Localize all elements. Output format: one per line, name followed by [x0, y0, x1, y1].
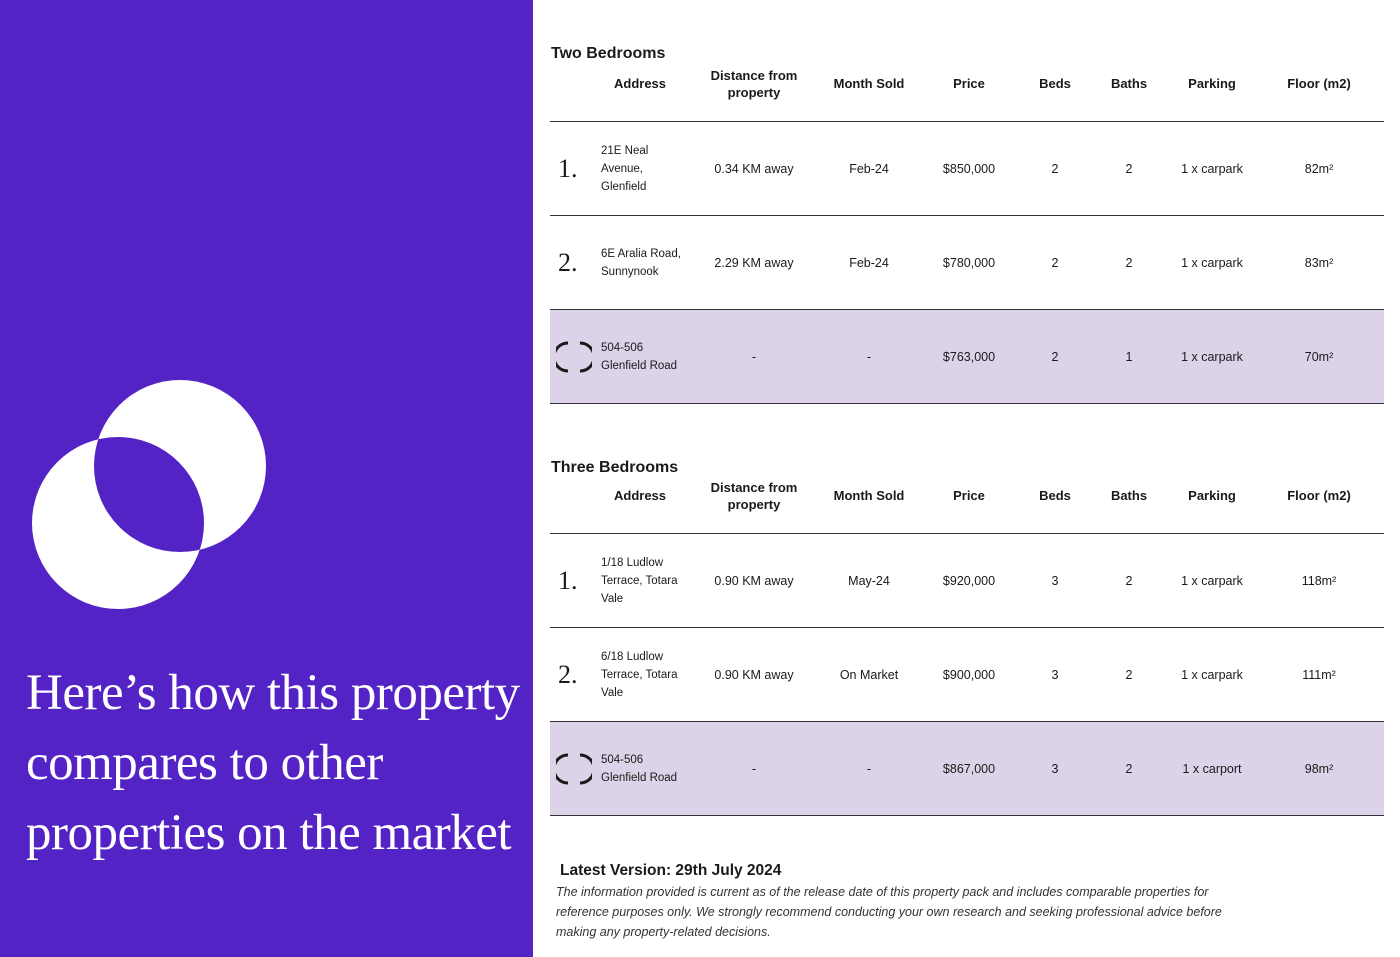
row-floor: 111m² — [1302, 667, 1336, 682]
col-month-sold: Month Sold — [833, 488, 905, 503]
col-distance: Distance from property — [710, 480, 798, 512]
divider — [550, 815, 1384, 816]
col-baths: Baths — [1110, 488, 1148, 503]
row-parking: 1 x carport — [1182, 761, 1242, 776]
row-parking: 1 x carpark — [1181, 255, 1243, 270]
row-floor: 82m² — [1304, 161, 1334, 176]
row-baths: 2 — [1125, 573, 1133, 588]
divider — [550, 533, 1384, 534]
col-parking: Parking — [1188, 488, 1236, 503]
row-distance: 2.29 KM away — [714, 255, 794, 270]
col-beds: Beds — [1039, 488, 1071, 503]
two-bedrooms-title: Two Bedrooms — [551, 45, 666, 62]
row-baths: 2 — [1125, 761, 1133, 776]
table-row: 1. 21E Neal Avenue, Glenfield 0.34 KM aw… — [550, 122, 1384, 215]
row-parking: 1 x carpark — [1181, 667, 1243, 682]
row-beds: 2 — [1051, 349, 1059, 364]
subject-property-marker-icon — [556, 341, 592, 373]
col-address: Address — [613, 488, 667, 503]
row-address: 6E Aralia Road, Sunnynook — [601, 247, 681, 278]
divider — [550, 403, 1384, 404]
subject-property-row: 504-506 Glenfield Road - - $867,000 3 2 … — [550, 722, 1384, 815]
row-distance: - — [751, 761, 757, 776]
row-price: $920,000 — [942, 573, 996, 588]
col-month-sold: Month Sold — [833, 76, 905, 91]
row-parking: 1 x carpark — [1181, 573, 1243, 588]
three-bedrooms-title: Three Bedrooms — [551, 459, 679, 476]
row-parking: 1 x carpark — [1181, 349, 1243, 364]
row-address: 21E Neal Avenue, Glenfield — [601, 144, 649, 193]
row-floor: 70m² — [1304, 349, 1334, 364]
row-floor: 98m² — [1304, 761, 1334, 776]
row-price: $780,000 — [942, 255, 996, 270]
row-month: - — [866, 349, 872, 364]
version-title: Latest Version: 29th July 2024 — [560, 862, 782, 879]
row-beds: 3 — [1051, 761, 1059, 776]
row-price: $763,000 — [942, 349, 996, 364]
row-distance: 0.90 KM away — [714, 667, 794, 682]
row-address: 1/18 Ludlow Terrace, Totara Vale — [601, 556, 678, 605]
divider — [550, 309, 1384, 310]
row-distance: - — [751, 349, 757, 364]
row-number: 1. — [558, 153, 578, 183]
row-beds: 3 — [1051, 667, 1059, 682]
row-baths: 1 — [1125, 349, 1133, 364]
left-panel: Here’s how this property compares to oth… — [0, 0, 533, 957]
row-address: 6/18 Ludlow Terrace, Totara Vale — [601, 650, 678, 699]
row-price: $900,000 — [942, 667, 996, 682]
disclaimer-text: The information provided is current as o… — [556, 885, 1222, 939]
col-parking: Parking — [1188, 76, 1236, 91]
row-beds: 3 — [1051, 573, 1059, 588]
row-baths: 2 — [1125, 161, 1133, 176]
row-month: Feb-24 — [849, 161, 889, 176]
row-floor: 118m² — [1301, 573, 1337, 588]
col-price: Price — [953, 76, 985, 91]
col-floor: Floor (m2) — [1287, 488, 1351, 503]
row-distance: 0.34 KM away — [714, 161, 794, 176]
row-parking: 1 x carpark — [1181, 161, 1243, 176]
subject-property-row: 504-506 Glenfield Road - - $763,000 2 1 … — [550, 310, 1384, 403]
col-distance: Distance from property — [710, 68, 798, 100]
divider — [550, 215, 1384, 216]
row-number: 1. — [558, 565, 578, 595]
divider — [550, 721, 1384, 722]
row-number: 2. — [558, 659, 578, 689]
row-address: 504-506 Glenfield Road — [601, 753, 678, 784]
col-baths: Baths — [1110, 76, 1148, 91]
col-floor: Floor (m2) — [1287, 76, 1351, 91]
row-floor: 83m² — [1304, 255, 1334, 270]
row-price: $867,000 — [942, 761, 996, 776]
table-row: 2. 6/18 Ludlow Terrace, Totara Vale 0.90… — [550, 628, 1384, 721]
col-beds: Beds — [1039, 76, 1071, 91]
divider — [550, 627, 1384, 628]
divider — [550, 121, 1384, 122]
row-price: $850,000 — [942, 161, 996, 176]
col-price: Price — [953, 488, 985, 503]
table-row: 2. 6E Aralia Road, Sunnynook 2.29 KM awa… — [550, 216, 1384, 309]
row-month: - — [866, 761, 872, 776]
row-beds: 2 — [1051, 161, 1059, 176]
table-row: 1. 1/18 Ludlow Terrace, Totara Vale 0.90… — [550, 534, 1384, 627]
row-number: 2. — [558, 247, 578, 277]
row-baths: 2 — [1125, 255, 1133, 270]
overlapping-circles-logo — [32, 380, 266, 609]
row-beds: 2 — [1051, 255, 1059, 270]
col-address: Address — [613, 76, 667, 91]
row-month: On Market — [839, 667, 899, 682]
headline: Here’s how this property compares to oth… — [26, 665, 520, 861]
row-baths: 2 — [1125, 667, 1133, 682]
subject-property-marker-icon — [556, 753, 592, 785]
row-address: 504-506 Glenfield Road — [601, 341, 678, 372]
row-month: Feb-24 — [849, 255, 889, 270]
row-distance: 0.90 KM away — [714, 573, 794, 588]
row-month: May-24 — [848, 573, 890, 588]
